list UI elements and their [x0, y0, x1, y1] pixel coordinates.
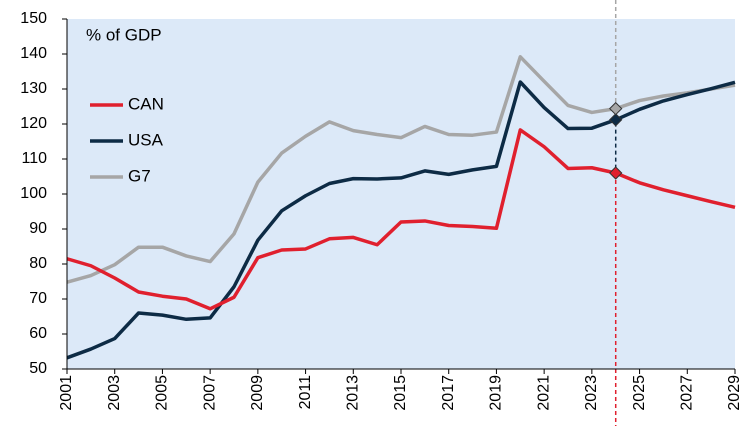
x-tick-label: 2001	[58, 375, 75, 411]
legend-label: USA	[128, 130, 164, 149]
x-tick-label: 2013	[345, 375, 362, 411]
x-tick-label: 2005	[154, 375, 171, 411]
legend-label: CAN	[128, 94, 164, 113]
y-tick-label: 150	[20, 10, 47, 27]
highlight-marker	[609, 113, 623, 127]
x-tick-label: 2011	[297, 375, 314, 410]
y-tick-label: 90	[29, 220, 47, 237]
series-line	[66, 80, 736, 360]
x-tick-label: 2003	[106, 375, 123, 411]
x-tick-label: 2017	[440, 375, 457, 411]
y-tick-label: 110	[21, 150, 47, 167]
legend-label: G7	[128, 166, 151, 185]
highlight-marker	[609, 166, 623, 180]
x-tick-label: 2025	[631, 375, 648, 411]
x-tick-label: 2029	[726, 375, 743, 411]
y-tick-label: 50	[29, 360, 47, 377]
y-tick-label: 120	[20, 115, 47, 132]
x-tick-label: 2009	[249, 375, 266, 411]
series-line	[66, 55, 736, 284]
y-tick-label: 140	[20, 45, 47, 62]
highlight-marker	[609, 101, 623, 116]
plot-background	[67, 19, 735, 369]
y-tick-label: 70	[29, 290, 47, 307]
y-tick-label: 80	[29, 255, 47, 272]
x-tick-label: 2015	[392, 375, 409, 411]
annotation: % of GDP	[86, 25, 162, 44]
x-tick-label: 2019	[488, 375, 505, 411]
x-tick-label: 2007	[201, 375, 218, 411]
x-tick-label: 2027	[679, 375, 696, 411]
y-tick-label: 100	[20, 185, 47, 202]
series-line	[66, 128, 736, 311]
x-tick-label: 2023	[583, 375, 600, 411]
y-tick-label: 60	[29, 325, 47, 342]
y-tick-label: 130	[20, 80, 47, 97]
x-tick-label: 2021	[535, 375, 552, 411]
